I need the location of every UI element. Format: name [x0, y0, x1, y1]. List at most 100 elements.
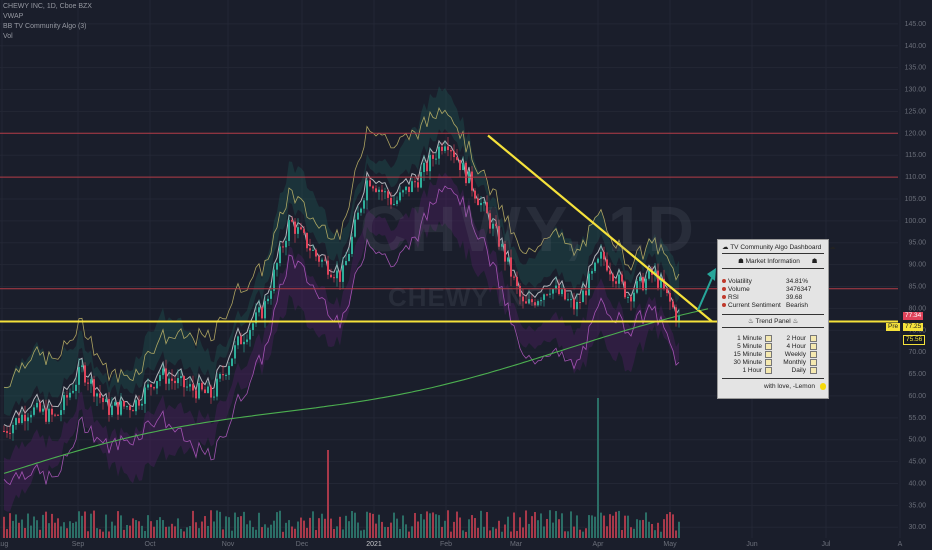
- volume-bar: [654, 530, 656, 538]
- volume-bar: [561, 513, 563, 538]
- volume-bar: [243, 511, 245, 538]
- volume-bar: [483, 526, 485, 538]
- volume-bar: [360, 530, 362, 538]
- volume-bar: [477, 527, 479, 538]
- vwap-line: [3, 139, 680, 427]
- x-tick-label: Jun: [746, 541, 757, 548]
- metric-bullet-icon: [722, 295, 726, 300]
- trend-header: Trend Panel: [755, 318, 791, 325]
- volume-bar: [252, 527, 254, 538]
- volume-bar: [423, 519, 425, 538]
- fire-icon: ♨: [748, 318, 754, 325]
- x-tick-label: Nov: [222, 541, 235, 548]
- candle-body: [279, 246, 281, 264]
- candle-body: [339, 270, 341, 282]
- candle-body: [435, 158, 437, 160]
- trend-checkbox: [765, 351, 772, 358]
- volume-bar: [3, 516, 5, 538]
- divider: [722, 327, 824, 328]
- candle-body: [102, 397, 104, 403]
- volume-bar: [504, 524, 506, 538]
- volume-bar: [393, 512, 395, 538]
- legend-bb[interactable]: BB TV Community Algo (3): [3, 23, 87, 30]
- volume-bar: [51, 513, 53, 538]
- candle-body: [261, 307, 263, 319]
- candle-body: [495, 223, 497, 227]
- volume-bar: [6, 529, 8, 538]
- candle-body: [477, 198, 479, 206]
- volume-bar: [120, 515, 122, 538]
- candle-body: [126, 406, 128, 408]
- long-moving-average: [3, 308, 709, 474]
- candle-body: [75, 384, 77, 391]
- candle-body: [483, 202, 485, 204]
- candle-body: [282, 246, 284, 248]
- volume-bar: [543, 526, 545, 538]
- candle-body: [108, 399, 110, 415]
- legend-volume[interactable]: Vol: [3, 33, 13, 40]
- candle-body: [654, 270, 656, 275]
- candle-body: [642, 276, 644, 291]
- volume-bar: [567, 531, 569, 538]
- y-tick-label: 110.00: [905, 174, 926, 181]
- candle-body: [474, 190, 476, 199]
- volume-bar: [129, 525, 131, 538]
- candle-body: [621, 274, 623, 282]
- volume-bar: [291, 526, 293, 538]
- candle-body: [297, 227, 299, 234]
- candle-body: [267, 298, 269, 302]
- candle-body: [150, 384, 152, 388]
- candle-body: [645, 278, 647, 291]
- candle-body: [348, 253, 350, 262]
- candle-body: [213, 396, 215, 398]
- candle-body: [600, 251, 602, 259]
- trend-label: Monthly: [783, 359, 806, 366]
- volume-bar: [15, 514, 17, 538]
- y-tick-label: 95.00: [908, 240, 926, 247]
- legend-vwap[interactable]: VWAP: [3, 13, 24, 20]
- candle-body: [519, 285, 521, 297]
- panel-title-row: ☁ TV Community Algo Dashboard ☁: [722, 243, 836, 251]
- upper-band-cloud: [4, 86, 679, 416]
- ghost-icon-right: ☗: [811, 258, 818, 265]
- volume-bar: [564, 531, 566, 538]
- volume-bar: [603, 515, 605, 538]
- volume-bar: [411, 526, 413, 538]
- metric-label: Current Sentiment: [728, 302, 781, 309]
- candle-body: [609, 270, 611, 275]
- volume-bar: [303, 520, 305, 538]
- trend-checkbox: [810, 335, 817, 342]
- x-tick-label: May: [663, 541, 677, 548]
- volume-bar: [192, 510, 194, 538]
- candle-body: [447, 146, 449, 151]
- volume-bar: [672, 514, 674, 538]
- volume-bar: [396, 518, 398, 538]
- ghost-icon: ☗: [738, 258, 744, 265]
- volume-bar: [669, 512, 671, 538]
- candle-body: [141, 403, 143, 406]
- y-tick-label: 120.00: [905, 130, 927, 137]
- candle-body: [561, 289, 563, 295]
- y-tick-label: 35.00: [908, 502, 926, 509]
- candle-body: [585, 290, 587, 296]
- candle-body: [12, 424, 14, 434]
- volume-bar: [402, 515, 404, 538]
- volume-bar: [501, 531, 503, 538]
- legend-symbol[interactable]: CHEWY INC, 1D, Cboe BZX: [3, 3, 92, 10]
- volume-bar: [381, 521, 383, 538]
- candle-body: [507, 257, 509, 262]
- trend-label: 1 Hour: [742, 367, 762, 374]
- candle-body: [540, 299, 542, 302]
- candle-body: [486, 202, 488, 214]
- volume-bar: [576, 515, 578, 538]
- volume-bar: [417, 521, 419, 538]
- candle-body: [591, 271, 593, 274]
- candle-body: [246, 339, 248, 342]
- metric-value: 39.68: [786, 294, 803, 301]
- candle-body: [90, 379, 92, 384]
- volume-bar: [96, 528, 98, 538]
- volume-bar: [72, 522, 74, 538]
- volume-bar: [591, 515, 593, 538]
